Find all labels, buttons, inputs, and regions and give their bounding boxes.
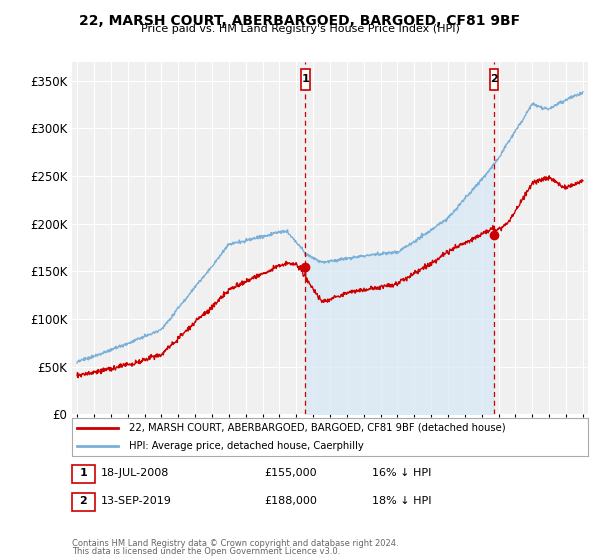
Text: Price paid vs. HM Land Registry's House Price Index (HPI): Price paid vs. HM Land Registry's House … xyxy=(140,24,460,34)
Text: 22, MARSH COURT, ABERBARGOED, BARGOED, CF81 9BF (detached house): 22, MARSH COURT, ABERBARGOED, BARGOED, C… xyxy=(129,423,505,433)
Text: Contains HM Land Registry data © Crown copyright and database right 2024.: Contains HM Land Registry data © Crown c… xyxy=(72,539,398,548)
Text: 16% ↓ HPI: 16% ↓ HPI xyxy=(372,468,431,478)
Text: £155,000: £155,000 xyxy=(264,468,317,478)
Text: 13-SEP-2019: 13-SEP-2019 xyxy=(101,496,172,506)
FancyBboxPatch shape xyxy=(301,69,310,90)
Text: 2: 2 xyxy=(80,496,87,506)
Text: 18-JUL-2008: 18-JUL-2008 xyxy=(101,468,169,478)
FancyBboxPatch shape xyxy=(490,69,498,90)
Text: £188,000: £188,000 xyxy=(264,496,317,506)
Text: 2: 2 xyxy=(490,74,497,84)
Text: 1: 1 xyxy=(80,468,87,478)
Text: HPI: Average price, detached house, Caerphilly: HPI: Average price, detached house, Caer… xyxy=(129,441,364,451)
Text: 1: 1 xyxy=(302,74,309,84)
Text: This data is licensed under the Open Government Licence v3.0.: This data is licensed under the Open Gov… xyxy=(72,547,340,556)
Text: 18% ↓ HPI: 18% ↓ HPI xyxy=(372,496,431,506)
Text: 22, MARSH COURT, ABERBARGOED, BARGOED, CF81 9BF: 22, MARSH COURT, ABERBARGOED, BARGOED, C… xyxy=(79,14,521,28)
